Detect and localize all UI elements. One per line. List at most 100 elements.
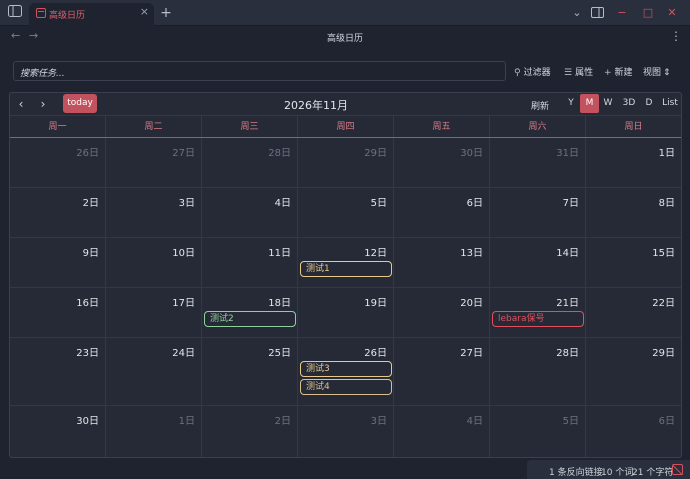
day-cell[interactable]: 10日 [106, 238, 202, 288]
day-number: 19日 [364, 298, 387, 309]
day-cell[interactable]: 4日 [394, 406, 490, 457]
calendar-event[interactable]: lebara保号 [492, 311, 584, 327]
view-3d-button[interactable]: 3D [622, 98, 636, 108]
calendar-event[interactable]: 测试2 [204, 311, 296, 327]
tab-close-icon[interactable]: × [139, 5, 149, 18]
day-cell[interactable]: 19日 [298, 288, 394, 338]
day-cell[interactable]: 2日 [202, 406, 298, 457]
refresh-button[interactable]: 刷新 [531, 102, 550, 112]
view-d-button[interactable]: D [645, 98, 653, 108]
weekday-header: 周六 [490, 115, 586, 137]
view-w-button[interactable]: W [603, 98, 613, 108]
day-cell[interactable]: 6日 [586, 406, 681, 457]
maximize-icon[interactable]: □ [642, 6, 654, 19]
day-cell[interactable]: 26日 [10, 138, 106, 188]
day-cell[interactable]: 3日 [106, 188, 202, 238]
day-cell[interactable]: 13日 [394, 238, 490, 288]
day-cell[interactable]: 5日 [298, 188, 394, 238]
day-number: 15日 [652, 248, 675, 259]
day-number: 5日 [562, 416, 579, 427]
tab-advanced-calendar[interactable]: 高级日历 × [29, 3, 154, 26]
day-cell[interactable]: 3日 [298, 406, 394, 457]
day-number: 3日 [178, 198, 195, 209]
right-sidebar-toggle-icon[interactable] [589, 4, 605, 22]
plus-icon: + [604, 68, 612, 78]
day-cell[interactable]: 27日 [394, 338, 490, 406]
filter-icon: ⚲ [514, 68, 521, 78]
day-cell[interactable]: 9日 [10, 238, 106, 288]
day-cell[interactable]: 26日 [298, 338, 394, 406]
search-input[interactable]: 搜索任务... [13, 61, 506, 81]
new-tab-icon[interactable]: + [160, 5, 172, 21]
day-cell[interactable]: 30日 [10, 406, 106, 457]
day-cell[interactable]: 25日 [202, 338, 298, 406]
day-cell[interactable]: 17日 [106, 288, 202, 338]
day-cell[interactable]: 22日 [586, 288, 681, 338]
today-button[interactable]: today [63, 94, 97, 113]
day-number: 10日 [172, 248, 195, 259]
minimize-icon[interactable]: − [617, 6, 627, 19]
calendar-event[interactable]: 测试4 [300, 379, 392, 395]
forward-arrow-icon[interactable]: → [29, 29, 39, 42]
day-number: 12日 [364, 248, 387, 259]
day-cell[interactable]: 11日 [202, 238, 298, 288]
day-cell[interactable]: 12日 [298, 238, 394, 288]
day-number: 29日 [364, 148, 387, 159]
day-number: 24日 [172, 348, 195, 359]
day-cell[interactable]: 4日 [202, 188, 298, 238]
sidebar-toggle-icon[interactable] [7, 5, 23, 21]
tab-list-dropdown-icon[interactable]: ⌄ [572, 6, 582, 19]
day-cell[interactable]: 21日 [490, 288, 586, 338]
day-number: 7日 [562, 198, 579, 209]
day-cell[interactable]: 5日 [490, 406, 586, 457]
view-y-button[interactable]: Y [568, 98, 574, 108]
view-button[interactable]: 视图 ⇕ [643, 68, 671, 78]
day-number: 28日 [556, 348, 579, 359]
day-cell[interactable]: 29日 [586, 338, 681, 406]
sync-off-icon[interactable] [672, 464, 683, 475]
calendar-event[interactable]: 测试1 [300, 261, 392, 277]
header-divider [10, 137, 681, 138]
day-number: 6日 [658, 416, 675, 427]
close-window-icon[interactable]: ✕ [667, 6, 677, 19]
day-cell[interactable]: 28日 [490, 338, 586, 406]
day-cell[interactable]: 6日 [394, 188, 490, 238]
day-cell[interactable]: 8日 [586, 188, 681, 238]
day-cell[interactable]: 27日 [106, 138, 202, 188]
view-m-button[interactable]: M [580, 94, 599, 113]
day-cell[interactable]: 23日 [10, 338, 106, 406]
day-number: 25日 [268, 348, 291, 359]
day-cell[interactable]: 14日 [490, 238, 586, 288]
day-number: 26日 [76, 148, 99, 159]
day-cell[interactable]: 15日 [586, 238, 681, 288]
status-bar [527, 460, 690, 479]
weekday-header: 周一 [10, 115, 106, 137]
day-number: 2日 [82, 198, 99, 209]
day-cell[interactable]: 28日 [202, 138, 298, 188]
prev-month-button[interactable]: ‹ [18, 97, 24, 111]
list-icon: ☰ [564, 68, 573, 78]
new-button[interactable]: + 新建 [604, 68, 633, 78]
next-month-button[interactable]: › [40, 97, 46, 111]
day-cell[interactable]: 30日 [394, 138, 490, 188]
more-options-icon[interactable]: ⋮ [670, 29, 682, 43]
day-number: 30日 [76, 416, 99, 427]
day-cell[interactable]: 31日 [490, 138, 586, 188]
day-cell[interactable]: 24日 [106, 338, 202, 406]
day-cell[interactable]: 2日 [10, 188, 106, 238]
day-number: 27日 [460, 348, 483, 359]
view-list-button[interactable]: List [662, 98, 678, 108]
day-cell[interactable]: 1日 [586, 138, 681, 188]
calendar-event[interactable]: 测试3 [300, 361, 392, 377]
properties-button[interactable]: ☰ 属性 [564, 68, 594, 78]
day-cell[interactable]: 16日 [10, 288, 106, 338]
weekday-header: 周日 [586, 115, 681, 137]
backlinks-count[interactable]: 1 条反向链接 [549, 468, 603, 478]
day-cell[interactable]: 18日 [202, 288, 298, 338]
back-arrow-icon[interactable]: ← [11, 29, 21, 42]
day-cell[interactable]: 1日 [106, 406, 202, 457]
day-cell[interactable]: 29日 [298, 138, 394, 188]
day-cell[interactable]: 7日 [490, 188, 586, 238]
filter-button[interactable]: ⚲ 过滤器 [514, 68, 551, 78]
day-cell[interactable]: 20日 [394, 288, 490, 338]
